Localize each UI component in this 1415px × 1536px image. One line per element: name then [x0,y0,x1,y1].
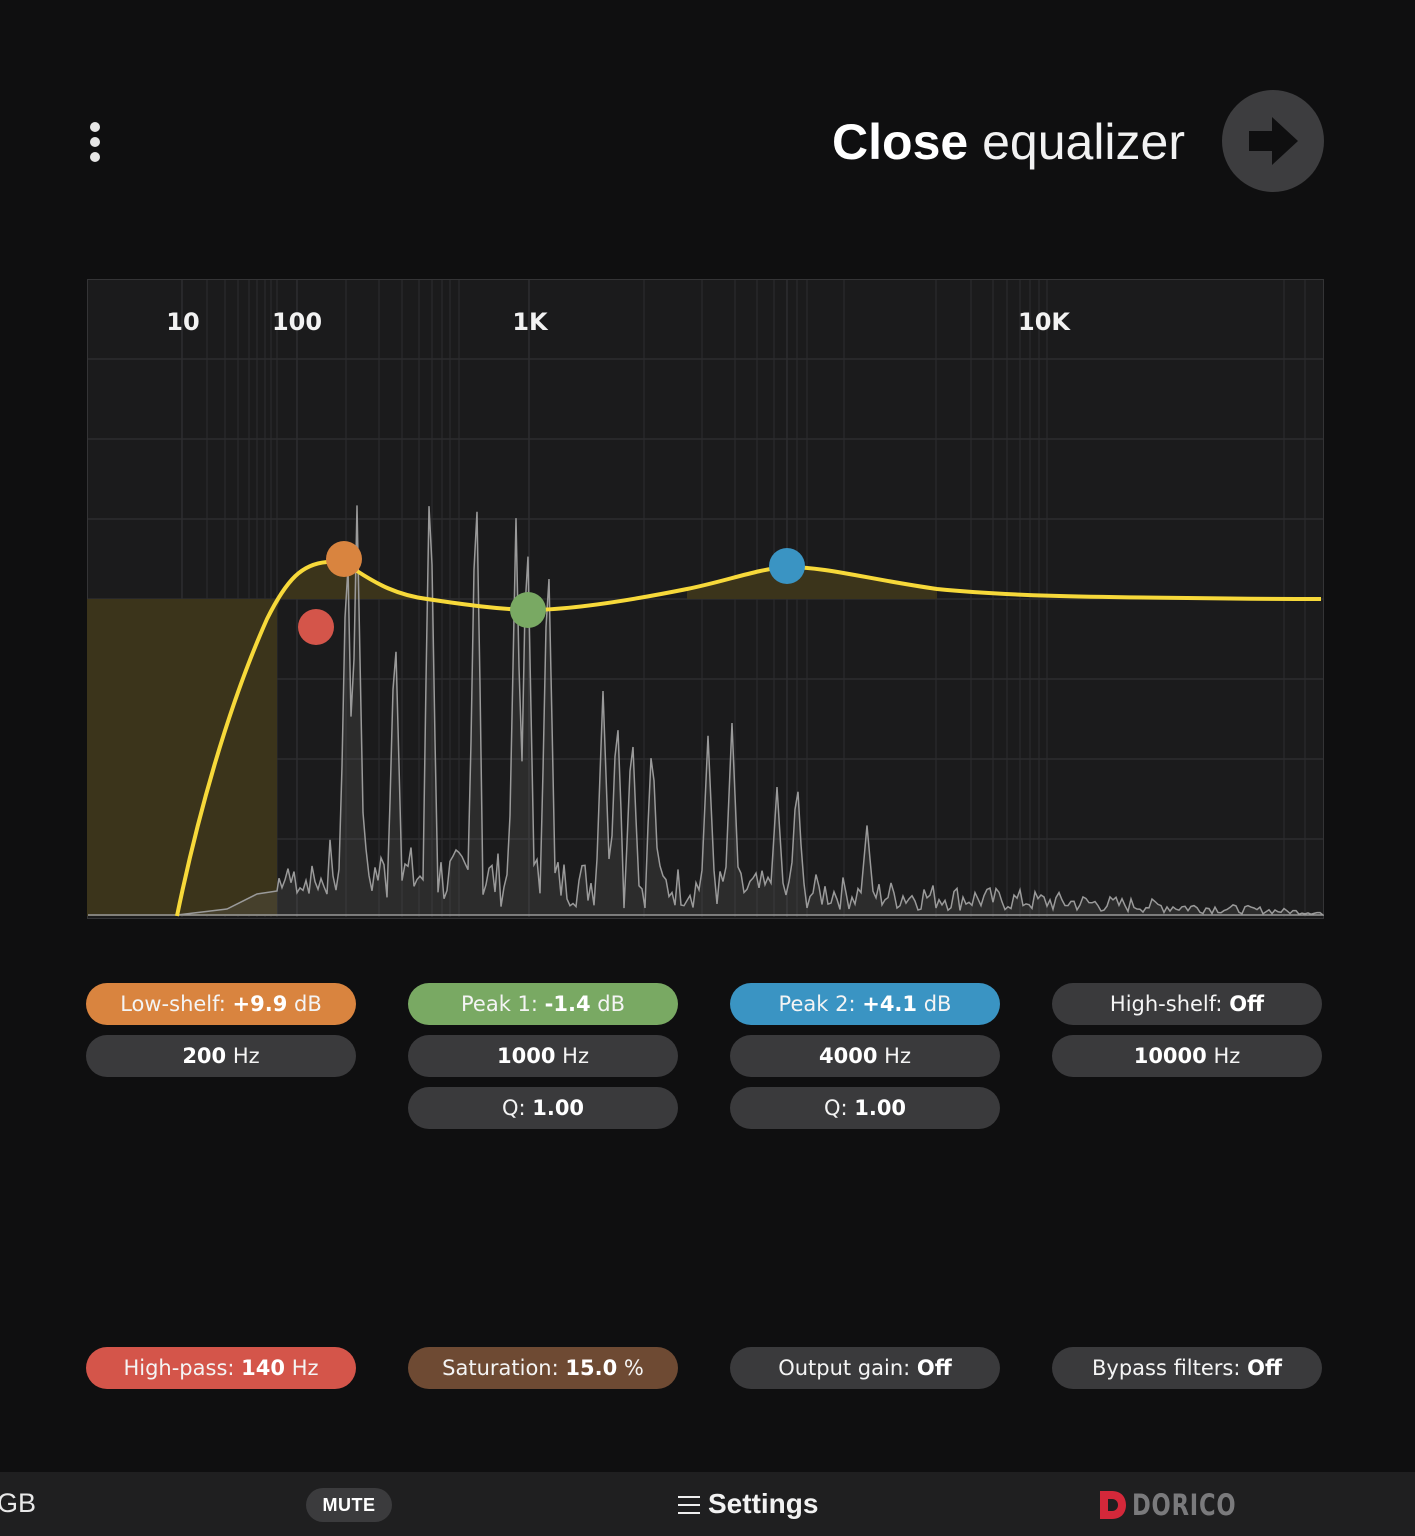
peak1-q-button[interactable]: Q: 1.00 [408,1087,678,1129]
gain-fill-area [87,599,277,916]
settings-label: Settings [708,1488,819,1519]
saturation-button[interactable]: Saturation: 15.0 % [408,1347,678,1389]
bypass-filters-button[interactable]: Bypass filters: Off [1052,1347,1322,1389]
eq-response-curve [175,559,1322,917]
brand-name: DORICO [1132,1488,1237,1522]
high-shelf-gain-button[interactable]: High-shelf: Off [1052,983,1322,1025]
hamburger-menu-icon [678,1496,700,1514]
low-shelf-gain-button[interactable]: Low-shelf: +9.9 dB [86,983,356,1025]
close-equalizer-button[interactable] [1222,90,1324,192]
low-shelf-freq-button[interactable]: 200 Hz [86,1035,356,1077]
mute-button[interactable]: MUTE [306,1488,392,1522]
peak2-gain-button[interactable]: Peak 2: +4.1 dB [730,983,1000,1025]
peak2-handle[interactable] [769,548,805,584]
eq-graph[interactable]: 10 100 1K 10K [87,279,1324,919]
freq-label: 1K [512,308,549,336]
high-pass-handle[interactable] [298,609,334,645]
peak1-freq-button[interactable]: 1000 Hz [408,1035,678,1077]
peak2-q-button[interactable]: Q: 1.00 [730,1087,1000,1129]
output-gain-button[interactable]: Output gain: Off [730,1347,1000,1389]
arrow-right-icon [1249,117,1298,165]
freq-label: 10K [1018,308,1071,336]
peak1-handle[interactable] [510,592,546,628]
freq-label: 100 [272,308,322,336]
close-title-rest: equalizer [968,114,1185,170]
spectrum-analyzer [88,505,1324,916]
peak1-gain-button[interactable]: Peak 1: -1.4 dB [408,983,678,1025]
footer-left-text: GB [0,1488,37,1518]
more-options-icon[interactable] [80,118,110,166]
freq-label: 10 [166,308,199,336]
close-title-bold: Close [832,114,969,170]
low-shelf-handle[interactable] [326,541,362,577]
peak2-freq-button[interactable]: 4000 Hz [730,1035,1000,1077]
eq-graph-canvas[interactable]: 10 100 1K 10K [87,279,1324,919]
dorico-logo-icon [1100,1491,1126,1519]
high-shelf-freq-button[interactable]: 10000 Hz [1052,1035,1322,1077]
footer-bar: GB MUTE Settings DORICO [0,1472,1415,1536]
high-pass-button[interactable]: High-pass: 140 Hz [86,1347,356,1389]
close-equalizer-title: Close equalizer [832,112,1185,172]
